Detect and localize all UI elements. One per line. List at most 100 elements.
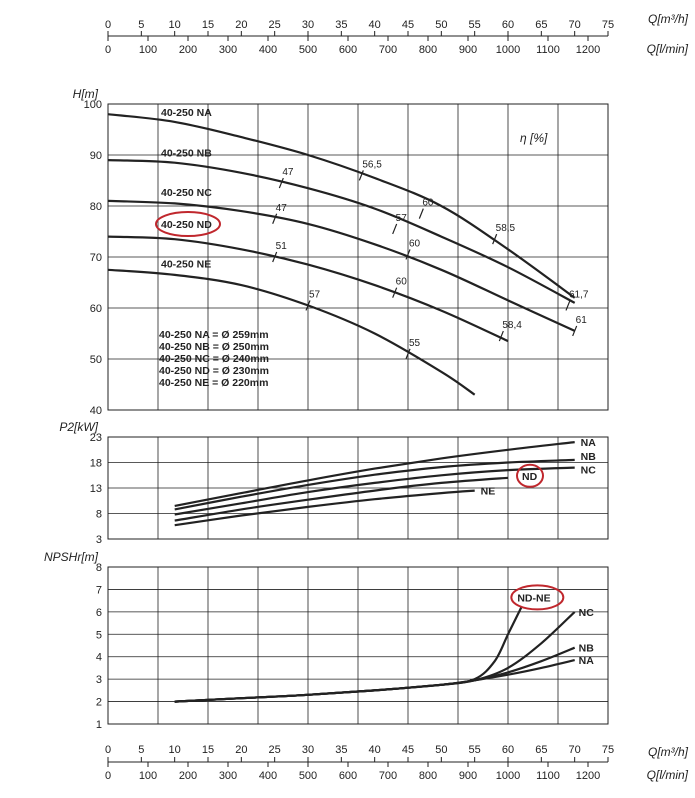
top-lmin-tick-label: 1200	[576, 44, 600, 56]
top-m3h-tick-label: 0	[105, 19, 111, 31]
bottom-lmin-tick-label: 100	[139, 770, 157, 782]
npsh-curve-label: NC	[579, 607, 595, 619]
bottom-flow-axes: 0 5 10 15 20 25 30 35 40 45 50 55 60 65 70 75 0 100 200 300…	[105, 744, 689, 782]
bottom-m3h-tick-label: 25	[269, 744, 281, 756]
npsh-y-tick-label: 2	[96, 697, 102, 709]
top-m3h-tick-label: 50	[435, 19, 447, 31]
efficiency-tick	[405, 348, 411, 360]
bottom-m3h-tick-label: 10	[169, 744, 181, 756]
top-m3h-tick-label: 20	[235, 19, 247, 31]
head-curve-label: 40-250 NA	[161, 107, 212, 119]
efficiency-tick	[272, 251, 278, 263]
bottom-m3h-tick-label: 55	[469, 744, 481, 756]
bottom-lmin-tick-label: 600	[339, 770, 357, 782]
power-curve-label: NB	[581, 451, 597, 463]
npsh-y-tick-label: 7	[96, 584, 102, 596]
power-curve-label: ND	[522, 471, 538, 483]
efficiency-tick	[572, 325, 578, 337]
top-m3h-tick-label: 65	[535, 19, 547, 31]
diameter-legend-entry: 40-250 ND = Ø 230mm	[159, 365, 269, 377]
npsh-y-tick-label: 5	[96, 629, 102, 641]
top-m3h-tick-label: 15	[202, 19, 214, 31]
top-m3h-tick-label: 70	[569, 19, 581, 31]
npsh-y-tick-label: 1	[96, 719, 102, 731]
bottom-lmin-tick-label: 400	[259, 770, 277, 782]
head-y-tick-label: 40	[90, 405, 102, 417]
highlight-ellipse	[516, 463, 544, 488]
top-lmin-tick-label: 800	[419, 44, 437, 56]
efficiency-label: 58,4	[502, 320, 522, 331]
bottom-m3h-tick-label: 5	[138, 744, 144, 756]
bottom-m3h-axis-label: Q[m³/h]	[648, 745, 689, 759]
bottom-lmin-tick-label: 1100	[536, 770, 560, 782]
power-curve-na	[174, 441, 575, 507]
diameter-legend-entry: 40-250 NC = Ø 240mm	[159, 353, 269, 365]
top-lmin-tick-label: 500	[299, 44, 317, 56]
efficiency-tick	[498, 330, 504, 342]
efficiency-label: 58,5	[496, 223, 516, 234]
bottom-lmin-tick-label: 1200	[576, 770, 600, 782]
top-lmin-tick-label: 400	[259, 44, 277, 56]
diameter-legend-entry: 40-250 NA = Ø 259mm	[159, 329, 269, 341]
head-y-tick-label: 60	[90, 303, 102, 315]
power-curve-label: NA	[581, 437, 597, 449]
bottom-m3h-tick-label: 45	[402, 744, 414, 756]
npsh-y-tick-label: 4	[96, 652, 102, 664]
efficiency-label: 60	[409, 238, 421, 249]
bottom-lmin-tick-label: 200	[179, 770, 197, 782]
npsh-curve-nd-ne	[174, 606, 523, 703]
efficiency-label: 51	[276, 241, 288, 252]
head-curve-40-250-na	[107, 113, 576, 299]
bottom-lmin-tick-label: 0	[105, 770, 111, 782]
npsh-y-tick-label: 8	[96, 562, 102, 574]
top-lmin-tick-label: 100	[139, 44, 157, 56]
head-y-tick-label: 90	[90, 150, 102, 162]
efficiency-label: 61	[576, 315, 588, 326]
bottom-lmin-tick-label: 300	[219, 770, 237, 782]
bottom-m3h-tick-label: 40	[369, 744, 381, 756]
head-curve-label: 40-250 ND	[161, 219, 212, 231]
efficiency-tick	[358, 170, 364, 181]
power-y-tick-label: 8	[96, 509, 102, 521]
efficiency-tick	[272, 213, 278, 224]
efficiency-label: 61,7	[569, 289, 589, 300]
bottom-m3h-tick-label: 15	[202, 744, 214, 756]
efficiency-tick	[305, 300, 311, 311]
npsh-y-axis-label: NPSHr[m]	[44, 550, 99, 564]
efficiency-tick	[405, 249, 411, 260]
bottom-lmin-tick-label: 800	[419, 770, 437, 782]
efficiency-label: 57	[309, 289, 321, 300]
top-lmin-tick-label: 1000	[496, 44, 520, 56]
bottom-lmin-tick-label: 900	[459, 770, 477, 782]
head-y-tick-label: 50	[90, 354, 102, 366]
head-y-tick-label: 80	[90, 201, 102, 213]
top-m3h-tick-label: 45	[402, 19, 414, 31]
npsh-curve-label: ND-NE	[517, 592, 550, 604]
efficiency-tick	[392, 287, 398, 298]
top-lmin-tick-label: 1100	[536, 44, 560, 56]
top-m3h-tick-label: 55	[469, 19, 481, 31]
bottom-lmin-tick-label: 1000	[496, 770, 520, 782]
top-m3h-tick-label: 25	[269, 19, 281, 31]
head-curve-label: 40-250 NE	[161, 258, 211, 270]
power-y-tick-label: 18	[90, 458, 102, 470]
head-y-tick-label: 70	[90, 252, 102, 264]
diameter-legend-entry: 40-250 NE = Ø 220mm	[159, 377, 268, 389]
power-y-tick-label: 23	[90, 432, 102, 444]
bottom-lmin-axis-label: Q[l/min]	[647, 768, 689, 782]
power-curve-nb	[174, 458, 575, 511]
efficiency-tick	[565, 300, 571, 311]
efficiency-label: 60	[396, 277, 408, 288]
highlight-ellipse	[510, 584, 565, 611]
efficiency-label: 56,5	[362, 159, 382, 170]
npsh-curve-label: NB	[579, 643, 595, 655]
npsh-curve-nb	[174, 646, 576, 703]
npsh-curve-na	[174, 659, 575, 703]
top-flow-axes: 0 5 10 15 20 25 30 35 40 45 50 55 60 65 70 75 0 100 200 300…	[105, 12, 689, 56]
power-y-tick-label: 13	[90, 483, 102, 495]
head-y-tick-label: 100	[84, 99, 102, 111]
power-curve-ne	[174, 489, 475, 527]
head-curve-40-250-nd	[107, 235, 509, 343]
top-m3h-tick-label: 75	[602, 19, 614, 31]
